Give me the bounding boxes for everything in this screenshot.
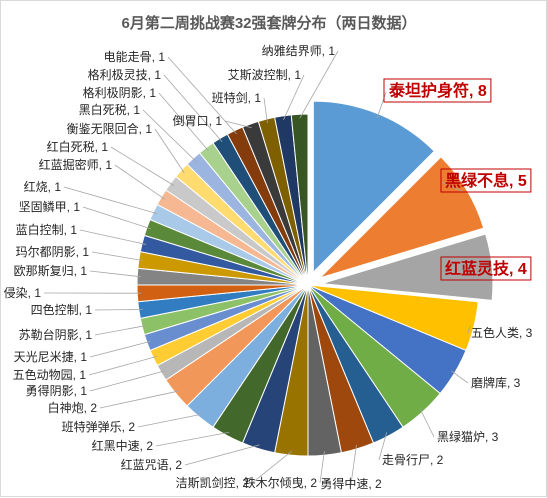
data-label: 格利极灵技, 1 [88,67,162,82]
data-label: 黑白死税, 1 [79,102,141,117]
data-label: 黑绿猫炉, 3 [437,429,499,444]
data-label: 班特剑, 1 [212,90,262,105]
data-label: 班特弹弹乐, 2 [62,419,136,434]
leader-line [377,92,386,118]
data-label: 红蓝掘密师, 1 [39,157,113,172]
data-label: 蓝白控制, 1 [16,222,78,237]
data-label: 苏勒台阴影, 1 [19,327,93,342]
leader-line [89,356,157,375]
leader-line [138,414,202,427]
data-label: 铁木尔倾曳, 2 [244,475,318,490]
data-label: 格利极阴影, 1 [83,85,157,100]
leader-line [185,445,260,465]
data-label: 红黑中速, 2 [92,438,154,453]
data-label: 勇得中速, 2 [320,476,382,491]
data-label: 纳雅结界师, 1 [262,43,336,58]
data-label: 衡鉴无限回合, 1 [67,121,153,136]
data-label: 红烧, 1 [24,179,62,194]
data-label: 五色动物园, 1 [13,368,87,382]
data-label: 欧那斯复归, 1 [14,264,88,278]
leader-line [115,165,165,199]
data-label: 玛尔都阴影, 1 [16,244,90,259]
leader-line [100,391,179,408]
data-label: 磨牌库, 3 [471,375,521,390]
data-label: 天光尼米捷, 1 [14,350,88,364]
data-label: 红蓝咒语, 2 [121,457,183,472]
leader-line [111,147,174,186]
leader-line [92,252,143,260]
data-label: 红蓝灵技, 4 [445,259,527,278]
leader-line [95,326,146,335]
data-label: 红白死税, 1 [47,139,109,154]
data-label: 洁斯凯剑控, 2 [176,475,250,490]
data-label: 倒胃口, 1 [173,114,223,128]
leader-line [90,341,151,357]
data-label: 走骨行尸, 2 [382,453,444,467]
pie-slices [137,101,493,456]
data-label: 侵染, 1 [4,285,42,300]
data-label: 坚固鳞甲, 1 [19,200,81,214]
data-label: 泰坦护身符, 8 [388,81,487,100]
leader-line [80,230,146,244]
data-label: 黑绿不息, 5 [445,171,527,190]
leader-line [156,432,229,446]
leader-line [90,271,141,277]
data-label: 白神炮, 2 [48,400,98,415]
leader-line [420,409,434,437]
data-label: 勇得阴影, 1 [26,383,88,398]
leader-line [90,371,165,391]
data-label: 艾斯波控制, 1 [228,68,302,82]
data-label: 五色人类, 3 [471,326,533,340]
leader-line [451,371,468,383]
data-label: 四色控制, 1 [31,303,93,317]
leader-line [83,207,151,229]
leader-line [225,121,252,128]
chart-title: 6月第二周挑战赛32强套牌分布（两日数据） [121,14,416,32]
data-label: 电能走骨, 1 [104,50,166,64]
